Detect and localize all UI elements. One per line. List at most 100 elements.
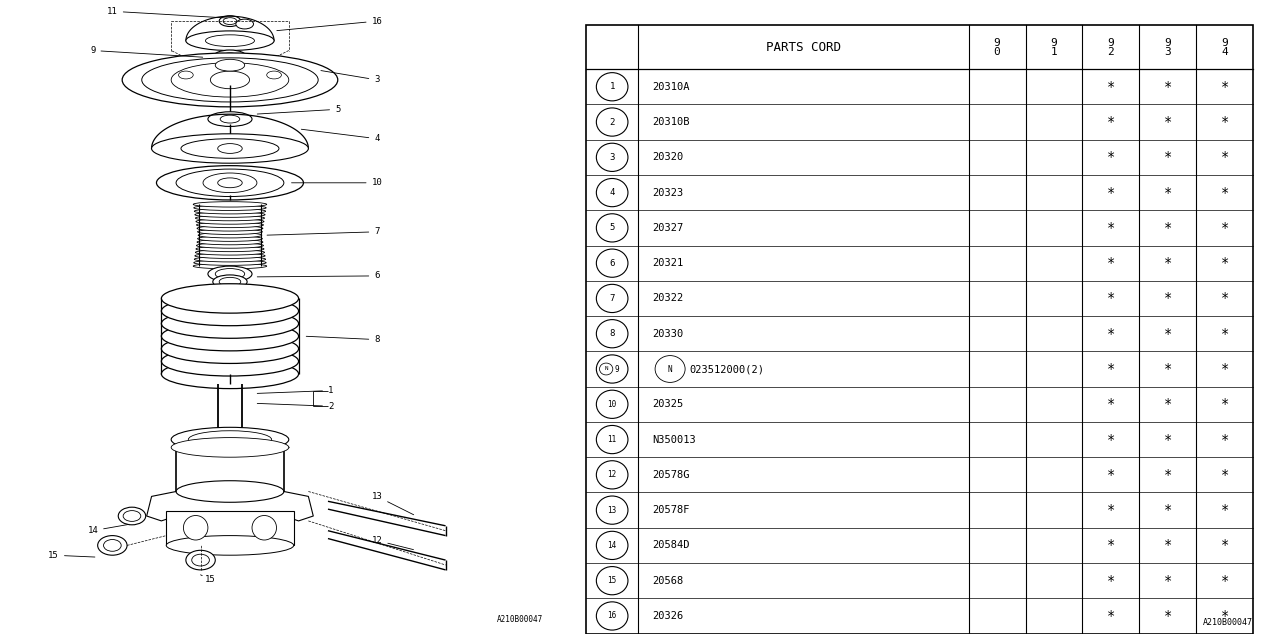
Text: 20568: 20568 bbox=[653, 576, 684, 586]
Ellipse shape bbox=[212, 275, 247, 289]
Text: 5: 5 bbox=[257, 105, 340, 114]
Ellipse shape bbox=[161, 359, 298, 388]
Text: 20578F: 20578F bbox=[653, 505, 690, 515]
Circle shape bbox=[596, 355, 628, 383]
Text: *: * bbox=[1221, 468, 1229, 482]
Text: *: * bbox=[1164, 503, 1172, 517]
Circle shape bbox=[596, 461, 628, 489]
Text: 9
0: 9 0 bbox=[993, 38, 1001, 56]
Text: *: * bbox=[1221, 256, 1229, 270]
Circle shape bbox=[596, 566, 628, 595]
Text: N: N bbox=[604, 367, 608, 371]
Text: *: * bbox=[1221, 573, 1229, 588]
Ellipse shape bbox=[166, 536, 293, 555]
Ellipse shape bbox=[204, 173, 257, 193]
Text: *: * bbox=[1107, 326, 1115, 340]
Ellipse shape bbox=[197, 229, 262, 234]
Text: *: * bbox=[1164, 150, 1172, 164]
Text: 9
2: 9 2 bbox=[1107, 38, 1115, 56]
Ellipse shape bbox=[195, 253, 265, 259]
Ellipse shape bbox=[178, 71, 193, 79]
Ellipse shape bbox=[212, 50, 247, 65]
Text: 6: 6 bbox=[609, 259, 614, 268]
Text: *: * bbox=[1164, 362, 1172, 376]
Text: 12: 12 bbox=[608, 470, 617, 479]
Text: *: * bbox=[1164, 433, 1172, 447]
Text: 11: 11 bbox=[608, 435, 617, 444]
Circle shape bbox=[596, 496, 628, 524]
Text: 3: 3 bbox=[609, 153, 614, 162]
Bar bbox=[166, 511, 293, 545]
Ellipse shape bbox=[177, 169, 284, 196]
Ellipse shape bbox=[197, 236, 262, 241]
Text: *: * bbox=[1221, 362, 1229, 376]
Text: *: * bbox=[1107, 256, 1115, 270]
Text: 10: 10 bbox=[608, 400, 617, 409]
Text: 20578G: 20578G bbox=[653, 470, 690, 480]
Ellipse shape bbox=[197, 222, 264, 228]
Ellipse shape bbox=[220, 53, 239, 62]
Text: *: * bbox=[1221, 538, 1229, 552]
Text: 20325: 20325 bbox=[653, 399, 684, 410]
Ellipse shape bbox=[172, 438, 289, 457]
Text: 20326: 20326 bbox=[653, 611, 684, 621]
Ellipse shape bbox=[195, 257, 266, 262]
Circle shape bbox=[596, 426, 628, 454]
Ellipse shape bbox=[195, 212, 265, 218]
Text: *: * bbox=[1107, 80, 1115, 93]
Text: 14: 14 bbox=[608, 541, 617, 550]
Ellipse shape bbox=[104, 540, 122, 551]
Text: 13: 13 bbox=[371, 492, 413, 515]
Ellipse shape bbox=[180, 139, 279, 158]
Ellipse shape bbox=[193, 264, 266, 269]
Ellipse shape bbox=[218, 143, 242, 154]
Text: *: * bbox=[1107, 221, 1115, 235]
Text: 20321: 20321 bbox=[653, 258, 684, 268]
Text: 20322: 20322 bbox=[653, 293, 684, 303]
Ellipse shape bbox=[196, 219, 264, 224]
Text: *: * bbox=[1107, 468, 1115, 482]
Ellipse shape bbox=[122, 53, 338, 107]
Text: 16: 16 bbox=[608, 611, 617, 620]
Text: 15: 15 bbox=[608, 576, 617, 585]
Ellipse shape bbox=[151, 134, 308, 163]
Text: 11: 11 bbox=[108, 7, 227, 18]
Ellipse shape bbox=[197, 239, 262, 244]
Text: A210B00047: A210B00047 bbox=[1203, 618, 1253, 627]
Text: 9
4: 9 4 bbox=[1221, 38, 1228, 56]
Ellipse shape bbox=[193, 202, 266, 207]
Ellipse shape bbox=[197, 226, 262, 231]
Circle shape bbox=[596, 179, 628, 207]
Text: 16: 16 bbox=[276, 17, 383, 31]
Text: 4: 4 bbox=[609, 188, 614, 197]
Text: 2: 2 bbox=[609, 118, 614, 127]
Circle shape bbox=[596, 249, 628, 277]
Ellipse shape bbox=[196, 216, 265, 221]
Circle shape bbox=[596, 390, 628, 419]
Ellipse shape bbox=[177, 481, 284, 502]
Text: *: * bbox=[1164, 326, 1172, 340]
Text: 12: 12 bbox=[371, 536, 413, 550]
Text: 20320: 20320 bbox=[653, 152, 684, 163]
Circle shape bbox=[596, 73, 628, 101]
Text: *: * bbox=[1164, 186, 1172, 200]
Ellipse shape bbox=[207, 112, 252, 127]
Ellipse shape bbox=[123, 511, 141, 522]
Ellipse shape bbox=[197, 243, 264, 248]
Ellipse shape bbox=[161, 321, 298, 351]
Text: *: * bbox=[1221, 503, 1229, 517]
Ellipse shape bbox=[236, 19, 253, 29]
Text: *: * bbox=[1164, 397, 1172, 412]
Text: *: * bbox=[1221, 291, 1229, 305]
Text: *: * bbox=[1107, 503, 1115, 517]
Text: 20584D: 20584D bbox=[653, 540, 690, 550]
Text: 20327: 20327 bbox=[653, 223, 684, 233]
Ellipse shape bbox=[156, 166, 303, 200]
Text: *: * bbox=[1107, 433, 1115, 447]
Text: *: * bbox=[1164, 80, 1172, 93]
Circle shape bbox=[596, 214, 628, 242]
Text: 023512000(2): 023512000(2) bbox=[690, 364, 765, 374]
Ellipse shape bbox=[161, 334, 298, 364]
Circle shape bbox=[596, 602, 628, 630]
Text: 1: 1 bbox=[609, 83, 614, 92]
